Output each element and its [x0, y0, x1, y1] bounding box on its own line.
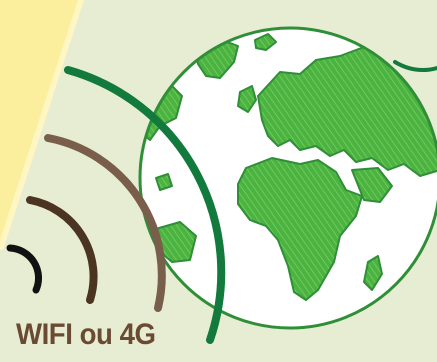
landmass-arabia [351, 167, 393, 203]
wifi-signal-icon [6, 66, 226, 344]
signal-arc-2 [26, 196, 98, 304]
globe-icon [138, 26, 437, 330]
landmass-madagascar [363, 255, 383, 291]
signal-arc-4 [64, 66, 226, 344]
landmass-iceland [254, 33, 277, 51]
signal-arc-1 [6, 244, 43, 294]
landmass-islands [155, 173, 173, 191]
landmass-eurasia [257, 43, 437, 177]
landmass-africa [237, 157, 363, 301]
landmass-british-isles [237, 85, 257, 113]
orbit-line [393, 60, 437, 72]
connection-label: WIFI ou 4G [16, 318, 156, 351]
yellow-panel-edge [0, 0, 84, 250]
signal-arc-3 [44, 134, 166, 312]
